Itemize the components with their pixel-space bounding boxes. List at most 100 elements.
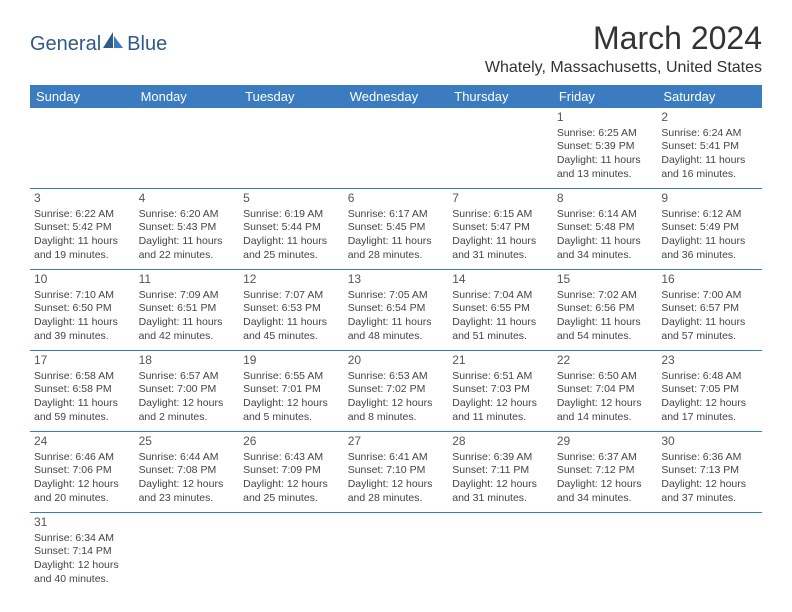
- day-sunset: Sunset: 7:05 PM: [661, 383, 758, 397]
- day-day1: Daylight: 12 hours: [348, 478, 445, 492]
- calendar-day-cell: 2Sunrise: 6:24 AMSunset: 5:41 PMDaylight…: [657, 108, 762, 189]
- day-sunrise: Sunrise: 6:20 AM: [139, 208, 236, 222]
- day-sunrise: Sunrise: 6:25 AM: [557, 127, 654, 141]
- day-day2: and 51 minutes.: [452, 330, 549, 344]
- day-number: 2: [661, 110, 758, 126]
- day-number: 7: [452, 191, 549, 207]
- day-number: 17: [34, 353, 131, 369]
- day-sunset: Sunset: 7:10 PM: [348, 464, 445, 478]
- day-day2: and 54 minutes.: [557, 330, 654, 344]
- day-day1: Daylight: 12 hours: [557, 397, 654, 411]
- calendar-day-cell: 22Sunrise: 6:50 AMSunset: 7:04 PMDayligh…: [553, 351, 658, 432]
- day-sunrise: Sunrise: 6:41 AM: [348, 451, 445, 465]
- day-sunset: Sunset: 5:39 PM: [557, 140, 654, 154]
- day-day2: and 22 minutes.: [139, 249, 236, 263]
- day-sunset: Sunset: 7:06 PM: [34, 464, 131, 478]
- day-day1: Daylight: 11 hours: [661, 235, 758, 249]
- day-sunrise: Sunrise: 6:51 AM: [452, 370, 549, 384]
- logo-text-2: Blue: [127, 33, 167, 56]
- day-number: 25: [139, 434, 236, 450]
- day-sunset: Sunset: 6:53 PM: [243, 302, 340, 316]
- calendar-day-cell: 24Sunrise: 6:46 AMSunset: 7:06 PMDayligh…: [30, 432, 135, 513]
- day-number: 1: [557, 110, 654, 126]
- day-sunrise: Sunrise: 7:04 AM: [452, 289, 549, 303]
- day-day1: Daylight: 11 hours: [34, 316, 131, 330]
- day-sunrise: Sunrise: 7:09 AM: [139, 289, 236, 303]
- day-day1: Daylight: 12 hours: [34, 478, 131, 492]
- day-day2: and 40 minutes.: [34, 573, 131, 587]
- calendar-empty-cell: [135, 513, 240, 594]
- day-sunset: Sunset: 5:44 PM: [243, 221, 340, 235]
- calendar-week-row: 31Sunrise: 6:34 AMSunset: 7:14 PMDayligh…: [30, 513, 762, 594]
- calendar-day-cell: 4Sunrise: 6:20 AMSunset: 5:43 PMDaylight…: [135, 189, 240, 270]
- calendar-week-row: 24Sunrise: 6:46 AMSunset: 7:06 PMDayligh…: [30, 432, 762, 513]
- day-day2: and 31 minutes.: [452, 492, 549, 506]
- calendar-empty-cell: [239, 513, 344, 594]
- calendar-week-row: 10Sunrise: 7:10 AMSunset: 6:50 PMDayligh…: [30, 270, 762, 351]
- calendar-day-cell: 8Sunrise: 6:14 AMSunset: 5:48 PMDaylight…: [553, 189, 658, 270]
- day-number: 11: [139, 272, 236, 288]
- day-day2: and 23 minutes.: [139, 492, 236, 506]
- day-day2: and 17 minutes.: [661, 411, 758, 425]
- calendar-day-cell: 16Sunrise: 7:00 AMSunset: 6:57 PMDayligh…: [657, 270, 762, 351]
- day-sunset: Sunset: 7:04 PM: [557, 383, 654, 397]
- day-number: 21: [452, 353, 549, 369]
- calendar-body: 1Sunrise: 6:25 AMSunset: 5:39 PM Daylight…: [30, 108, 762, 593]
- day-sunrise: Sunrise: 6:36 AM: [661, 451, 758, 465]
- day-sunrise: Sunrise: 7:00 AM: [661, 289, 758, 303]
- day-day1: Daylight: 12 hours: [139, 478, 236, 492]
- day-sunset: Sunset: 6:50 PM: [34, 302, 131, 316]
- logo-sail-icon: [103, 32, 125, 56]
- calendar-day-cell: 28Sunrise: 6:39 AMSunset: 7:11 PMDayligh…: [448, 432, 553, 513]
- day-sunset: Sunset: 7:14 PM: [34, 545, 131, 559]
- calendar-empty-cell: [657, 513, 762, 594]
- day-number: 16: [661, 272, 758, 288]
- calendar-table: SundayMondayTuesdayWednesdayThursdayFrid…: [30, 85, 762, 593]
- calendar-day-cell: 5Sunrise: 6:19 AMSunset: 5:44 PMDaylight…: [239, 189, 344, 270]
- day-day2: and 34 minutes.: [557, 249, 654, 263]
- day-sunrise: Sunrise: 7:07 AM: [243, 289, 340, 303]
- day-day1: Daylight: 12 hours: [661, 478, 758, 492]
- day-number: 13: [348, 272, 445, 288]
- calendar-day-cell: 3Sunrise: 6:22 AMSunset: 5:42 PMDaylight…: [30, 189, 135, 270]
- day-number: 22: [557, 353, 654, 369]
- day-sunrise: Sunrise: 6:14 AM: [557, 208, 654, 222]
- calendar-day-cell: 27Sunrise: 6:41 AMSunset: 7:10 PMDayligh…: [344, 432, 449, 513]
- day-sunrise: Sunrise: 6:39 AM: [452, 451, 549, 465]
- day-number: 18: [139, 353, 236, 369]
- day-sunrise: Sunrise: 6:50 AM: [557, 370, 654, 384]
- day-sunset: Sunset: 6:57 PM: [661, 302, 758, 316]
- calendar-day-cell: 31Sunrise: 6:34 AMSunset: 7:14 PMDayligh…: [30, 513, 135, 594]
- day-day2: and 5 minutes.: [243, 411, 340, 425]
- day-sunrise: Sunrise: 7:05 AM: [348, 289, 445, 303]
- day-number: 14: [452, 272, 549, 288]
- day-day1: Daylight: 11 hours: [34, 397, 131, 411]
- weekday-header: Friday: [553, 85, 658, 108]
- day-sunrise: Sunrise: 6:57 AM: [139, 370, 236, 384]
- day-number: 4: [139, 191, 236, 207]
- calendar-empty-cell: [448, 513, 553, 594]
- calendar-day-cell: 30Sunrise: 6:36 AMSunset: 7:13 PMDayligh…: [657, 432, 762, 513]
- calendar-day-cell: 12Sunrise: 7:07 AMSunset: 6:53 PMDayligh…: [239, 270, 344, 351]
- day-number: 6: [348, 191, 445, 207]
- calendar-empty-cell: [239, 108, 344, 189]
- calendar-empty-cell: [344, 108, 449, 189]
- calendar-day-cell: 29Sunrise: 6:37 AMSunset: 7:12 PMDayligh…: [553, 432, 658, 513]
- day-number: 20: [348, 353, 445, 369]
- calendar-day-cell: 25Sunrise: 6:44 AMSunset: 7:08 PMDayligh…: [135, 432, 240, 513]
- day-day2: and 20 minutes.: [34, 492, 131, 506]
- day-day1: Daylight: 11 hours: [557, 316, 654, 330]
- day-sunset: Sunset: 7:08 PM: [139, 464, 236, 478]
- day-day1: Daylight: 11 hours: [661, 154, 758, 168]
- weekday-header: Sunday: [30, 85, 135, 108]
- location: Whately, Massachusetts, United States: [485, 59, 762, 77]
- calendar-day-cell: 6Sunrise: 6:17 AMSunset: 5:45 PMDaylight…: [344, 189, 449, 270]
- day-day2: and 34 minutes.: [557, 492, 654, 506]
- day-day1: Daylight: 12 hours: [452, 397, 549, 411]
- calendar-day-cell: 19Sunrise: 6:55 AMSunset: 7:01 PMDayligh…: [239, 351, 344, 432]
- calendar-day-cell: 1Sunrise: 6:25 AMSunset: 5:39 PMDaylight…: [553, 108, 658, 189]
- calendar-empty-cell: [344, 513, 449, 594]
- day-day1: Daylight: 11 hours: [348, 235, 445, 249]
- calendar-empty-cell: [30, 108, 135, 189]
- day-day1: Daylight: 12 hours: [348, 397, 445, 411]
